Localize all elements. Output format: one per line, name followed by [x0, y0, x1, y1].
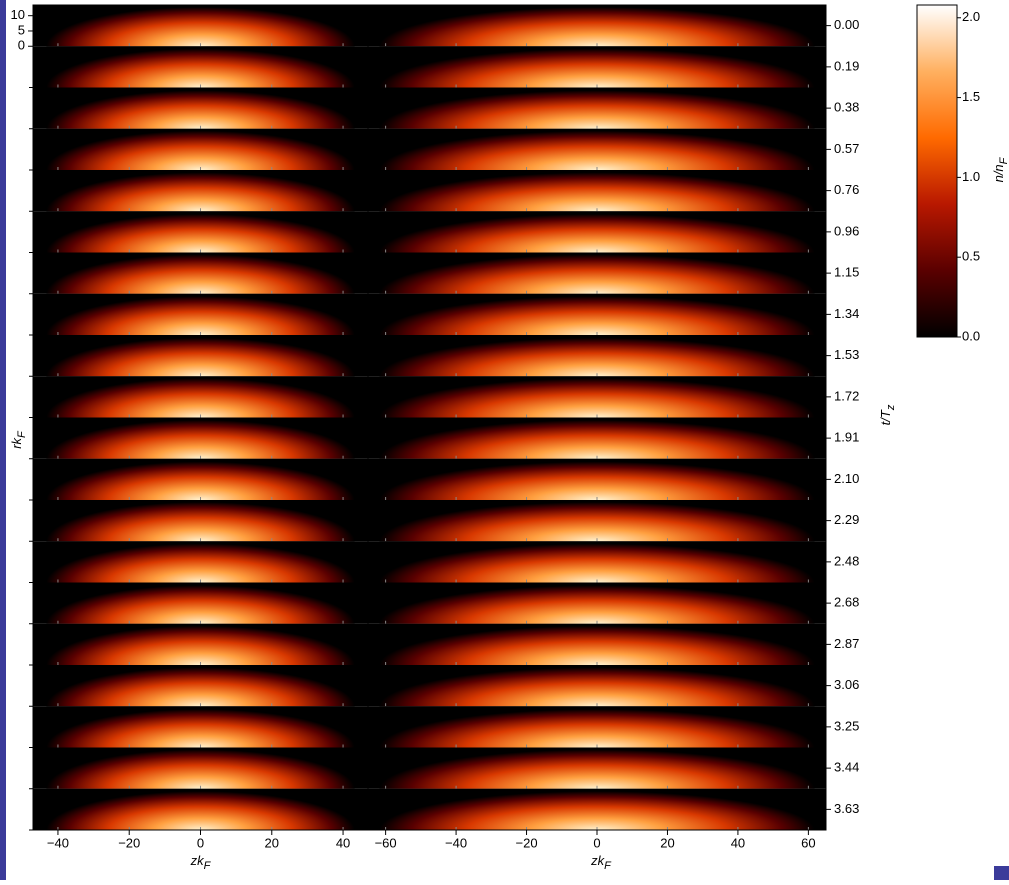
colorbar-label: n/nF	[991, 156, 1009, 182]
density-cloud	[46, 502, 355, 542]
density-cloud	[379, 709, 815, 748]
density-cloud	[46, 543, 355, 583]
window-corner	[994, 866, 1009, 880]
density-cloud	[46, 337, 355, 377]
time-label: 0.96	[834, 223, 859, 238]
x-tick-label: 40	[336, 835, 350, 850]
density-cloud	[46, 214, 355, 253]
density-cloud	[46, 296, 355, 335]
colorbar-tick-label: 2.0	[962, 9, 980, 24]
time-label: 3.06	[834, 677, 859, 692]
density-cloud	[379, 254, 815, 294]
time-label: 0.19	[834, 58, 859, 73]
density-cloud	[46, 90, 355, 129]
colorbar-tick-label: 0.0	[962, 328, 980, 343]
y-tick-label: 5	[18, 22, 25, 37]
density-cloud	[379, 214, 815, 253]
density-cloud	[379, 7, 815, 47]
density-cloud	[379, 90, 815, 129]
time-label: 0.57	[834, 141, 859, 156]
time-label: 3.25	[834, 718, 859, 733]
time-label: 2.87	[834, 636, 859, 651]
density-cloud	[379, 378, 815, 418]
time-label: 2.10	[834, 471, 859, 486]
time-label: 2.48	[834, 553, 859, 568]
density-cloud	[46, 172, 355, 212]
density-cloud	[379, 48, 815, 88]
time-label: 2.68	[834, 595, 859, 610]
x-tick-label: −20	[118, 835, 140, 850]
time-label: 1.15	[834, 265, 859, 280]
time-label: 3.44	[834, 760, 859, 775]
density-cloud	[379, 667, 815, 707]
density-cloud	[46, 749, 355, 789]
time-label: 1.72	[834, 388, 859, 403]
time-label: 0.76	[834, 182, 859, 197]
time-label: 1.34	[834, 306, 859, 321]
density-cloud	[46, 419, 355, 459]
time-label: 0.38	[834, 100, 859, 115]
density-cloud	[379, 502, 815, 542]
x-tick-label: −40	[445, 835, 467, 850]
density-cloud	[46, 130, 355, 170]
time-label: 1.53	[834, 347, 859, 362]
y-tick-label: 10	[11, 7, 25, 22]
density-cloud	[46, 461, 355, 500]
x-tick-label: 0	[197, 835, 204, 850]
density-cloud	[46, 7, 355, 47]
x-axis-label: zkF	[590, 853, 612, 871]
density-cloud	[379, 749, 815, 789]
x-tick-label: −60	[375, 835, 397, 850]
density-cloud	[379, 130, 815, 170]
x-tick-label: 60	[801, 835, 815, 850]
density-cloud	[46, 625, 355, 665]
time-label: 3.63	[834, 801, 859, 816]
density-cloud	[46, 585, 355, 624]
window-edge	[0, 0, 6, 880]
density-cloud	[379, 461, 815, 500]
density-cloud	[379, 625, 815, 665]
density-cloud	[379, 172, 815, 212]
density-cloud	[46, 254, 355, 294]
x-axis-label: zkF	[190, 853, 212, 871]
y-axis-label: rkF	[9, 430, 27, 449]
colorbar	[916, 4, 958, 338]
x-tick-label: −40	[47, 835, 69, 850]
density-cloud	[379, 296, 815, 335]
density-cloud	[46, 709, 355, 748]
density-cloud	[46, 667, 355, 707]
x-tick-label: 20	[265, 835, 279, 850]
x-tick-label: 20	[660, 835, 674, 850]
x-tick-label: −20	[516, 835, 538, 850]
time-label: 2.29	[834, 512, 859, 527]
density-cloud	[379, 791, 815, 830]
x-tick-label: 40	[731, 835, 745, 850]
panel-frame	[367, 4, 827, 831]
density-cloud	[46, 378, 355, 418]
density-cloud	[46, 791, 355, 830]
x-tick-label: 0	[593, 835, 600, 850]
colorbar-tick-label: 1.5	[962, 89, 980, 104]
colorbar-tick-label: 1.0	[962, 169, 980, 184]
time-label: 0.00	[834, 17, 859, 32]
density-cloud	[379, 419, 815, 459]
density-cloud	[379, 543, 815, 583]
density-cloud	[379, 337, 815, 377]
time-label: 1.91	[834, 430, 859, 445]
density-cloud	[46, 48, 355, 88]
density-cloud	[379, 585, 815, 624]
time-axis-label: t/Tz	[878, 404, 896, 425]
colorbar-tick-label: 0.5	[962, 249, 980, 264]
y-tick-label: 0	[18, 38, 25, 53]
